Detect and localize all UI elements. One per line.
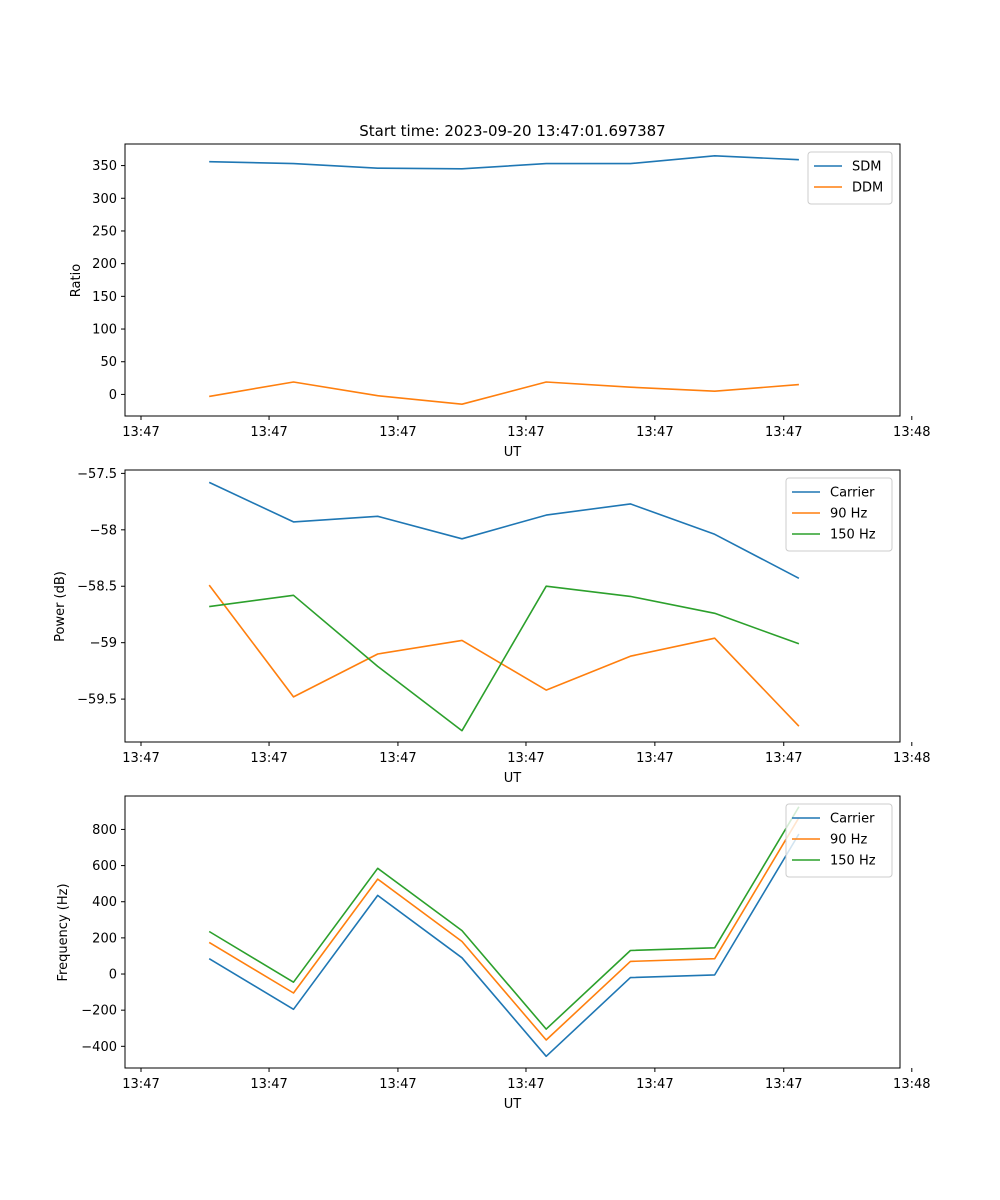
x-tick-label: 13:47 [765, 751, 802, 766]
x-tick-label: 13:47 [765, 425, 802, 440]
x-axis-label: UT [504, 445, 522, 460]
x-tick-label: 13:47 [122, 1077, 159, 1092]
legend-box [785, 477, 893, 552]
x-tick-label: 13:47 [507, 1077, 544, 1092]
x-tick-label: 13:48 [893, 425, 930, 440]
y-tick-label: −59.5 [77, 693, 117, 708]
y-tick-label: 0 [109, 968, 117, 983]
legend-label: Carrier [830, 486, 875, 501]
y-tick-label: −59 [90, 636, 117, 651]
x-tick-label: 13:47 [122, 751, 159, 766]
x-tick-label: 13:47 [507, 425, 544, 440]
x-tick-label: 13:47 [765, 1077, 802, 1092]
y-tick-label: 350 [92, 159, 117, 174]
axes-frame [124, 143, 901, 417]
y-tick-label: 800 [92, 823, 117, 838]
x-tick-label: 13:47 [379, 425, 416, 440]
series-line-sdm [209, 155, 799, 170]
legend: Carrier 90 Hz 150 Hz [785, 477, 893, 552]
panel-frequency: 13:47 13:47 13:47 13:47 13:47 13:47 13:48 −400 −… [56, 795, 931, 1112]
legend-label: SDM [852, 160, 881, 175]
legend: SDM DDM [807, 151, 893, 205]
axes-frame [124, 795, 901, 1069]
y-tick-label: 50 [100, 355, 117, 370]
y-tick-label: −57.5 [77, 467, 117, 482]
legend: Carrier 90 Hz 150 Hz [785, 803, 893, 878]
y-tick-label: 200 [92, 931, 117, 946]
y-tick-label: −400 [81, 1040, 117, 1055]
legend-box [807, 151, 893, 205]
plot-area-ratio: 13:47 13:47 13:47 13:47 13:47 13:47 13:48 0 50 10… [92, 143, 931, 440]
y-tick-label: 400 [92, 895, 117, 910]
y-tick-label: 250 [92, 224, 117, 239]
y-tick-label: 300 [92, 192, 117, 207]
y-axis-label: Frequency (Hz) [56, 883, 71, 981]
series-line-carrier [208, 833, 800, 1058]
y-tick-label: −58 [90, 523, 117, 538]
x-tick-label: 13:47 [636, 1077, 673, 1092]
x-tick-label: 13:48 [893, 1077, 930, 1092]
y-tick-label: 0 [109, 388, 117, 403]
axes-frame [124, 469, 901, 743]
y-tick-label: 200 [92, 257, 117, 272]
y-tick-label: −200 [81, 1004, 117, 1019]
plot-area-power: 13:47 13:47 13:47 13:47 13:47 13:47 13:48 −57.5… [77, 467, 930, 766]
series-line-carrier [208, 481, 800, 580]
y-tick-label: −58.5 [77, 580, 117, 595]
legend-label: Carrier [830, 812, 875, 827]
x-tick-label: 13:48 [893, 751, 930, 766]
series-line-ddm [209, 381, 799, 406]
legend-label: DDM [852, 181, 883, 196]
plot-area-frequency: 13:47 13:47 13:47 13:47 13:47 13:47 13:48 −400 −… [81, 795, 931, 1092]
x-tick-label: 13:47 [379, 1077, 416, 1092]
y-tick-label: 150 [92, 290, 117, 305]
y-axis-label: Ratio [69, 264, 84, 297]
x-tick-label: 13:47 [379, 751, 416, 766]
y-axis-label: Power (dB) [53, 571, 68, 642]
legend-label: 90 Hz [830, 833, 867, 848]
x-tick-label: 13:47 [122, 425, 159, 440]
x-tick-label: 13:47 [250, 1077, 287, 1092]
legend-label: 150 Hz [830, 528, 876, 543]
x-tick-label: 13:47 [250, 751, 287, 766]
chart-title: Start time: 2023-09-20 13:47:01.697387 [359, 122, 665, 140]
x-tick-label: 13:47 [507, 751, 544, 766]
x-axis-label: UT [504, 1097, 522, 1112]
x-tick-label: 13:47 [636, 425, 673, 440]
panel-power: 13:47 13:47 13:47 13:47 13:47 13:47 13:48 −57.5… [53, 467, 931, 786]
legend-label: 90 Hz [830, 507, 867, 522]
x-axis-label: UT [504, 771, 522, 786]
x-tick-label: 13:47 [636, 751, 673, 766]
legend-label: 150 Hz [830, 854, 876, 869]
series-line-150-hz [209, 585, 800, 732]
series-line-90-hz [208, 817, 800, 1041]
panel-ratio: Start time: 2023-09-20 13:47:01.697387 1… [69, 122, 931, 460]
series-line-150-hz [208, 806, 800, 1030]
y-tick-label: 600 [92, 859, 117, 874]
legend-box [785, 803, 893, 878]
x-tick-label: 13:47 [250, 425, 287, 440]
y-tick-label: 100 [92, 323, 117, 338]
series-line-90-hz [208, 584, 800, 727]
